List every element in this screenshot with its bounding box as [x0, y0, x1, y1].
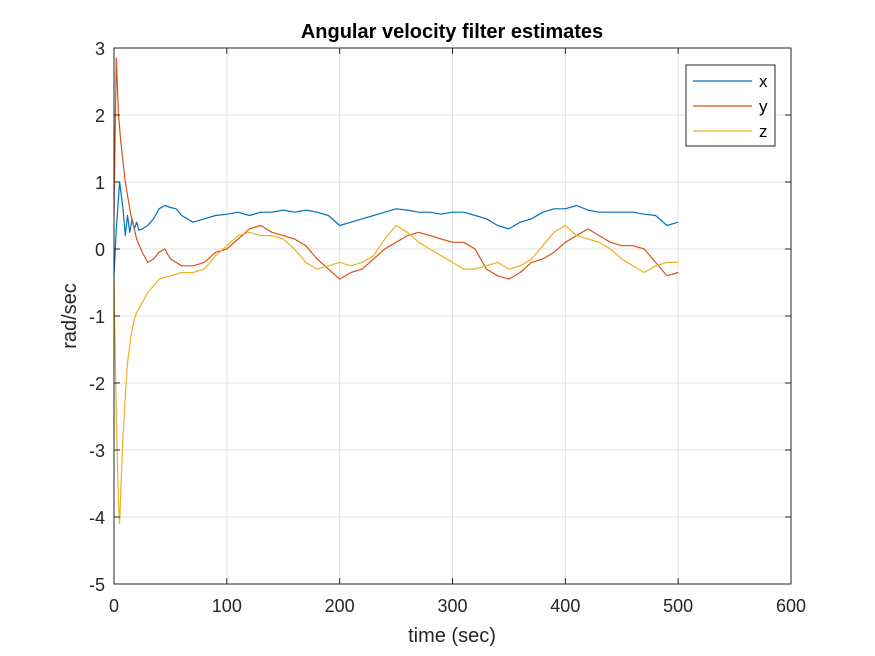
y-tick-label: 2 [95, 106, 105, 126]
x-tick-label: 400 [550, 596, 580, 616]
chart-title: Angular velocity filter estimates [301, 21, 603, 43]
y-tick-label: -3 [89, 441, 105, 461]
ticks: 0 100 200 300 400 500 600 -5 -4 -3 -2 -1 0 1 2 3 [89, 39, 806, 616]
legend-label-y: y [759, 97, 768, 116]
x-tick-label: 0 [109, 596, 119, 616]
series-line-y [113, 57, 679, 280]
y-axis-label: rad/sec [59, 283, 81, 349]
x-tick-label: 100 [212, 596, 242, 616]
x-tick-label: 500 [663, 596, 693, 616]
y-tick-label: 1 [95, 173, 105, 193]
legend-label-z: z [759, 122, 768, 141]
y-tick-label: 0 [95, 240, 105, 260]
legend-label-x: x [759, 72, 768, 91]
y-tick-label: -2 [89, 374, 105, 394]
x-tick-label: 300 [437, 596, 467, 616]
x-axis-label: time (sec) [408, 625, 496, 647]
x-tick-label: 600 [776, 596, 806, 616]
series-layer [113, 57, 679, 525]
y-tick-label: -5 [89, 575, 105, 595]
legend: xyz [685, 64, 776, 147]
y-tick-label: -4 [89, 508, 105, 528]
series-line-x [113, 181, 679, 276]
y-tick-label: 3 [95, 39, 105, 59]
x-tick-label: 200 [325, 596, 355, 616]
series-line-z [113, 224, 679, 525]
y-tick-label: -1 [89, 307, 105, 327]
